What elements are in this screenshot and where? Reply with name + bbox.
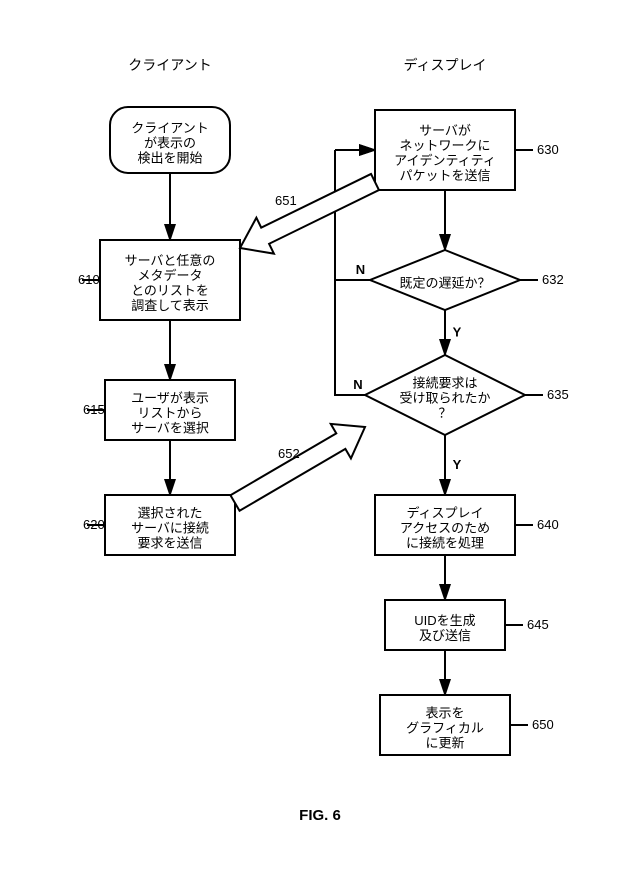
svg-text:サーバを選択: サーバを選択	[131, 420, 209, 435]
svg-text:UIDを生成: UIDを生成	[414, 613, 475, 628]
svg-text:検出を開始: 検出を開始	[137, 150, 202, 165]
svg-text:615: 615	[83, 402, 105, 417]
svg-text:リストから: リストから	[137, 405, 202, 420]
svg-text:パケットを送信: パケットを送信	[399, 168, 490, 183]
svg-text:クライアント: クライアント	[131, 120, 208, 135]
svg-text:要求を送信: 要求を送信	[137, 535, 202, 550]
svg-text:610: 610	[78, 272, 100, 287]
svg-text:Y: Y	[453, 325, 462, 340]
svg-text:サーバと任意の: サーバと任意の	[125, 253, 216, 268]
svg-text:ディスプレイ: ディスプレイ	[403, 57, 486, 73]
svg-text:640: 640	[537, 517, 559, 532]
svg-text:アイデンティティ: アイデンティティ	[394, 153, 496, 168]
svg-text:Y: Y	[453, 457, 462, 472]
svg-text:632: 632	[542, 272, 564, 287]
svg-text:ディスプレイ: ディスプレイ	[406, 505, 483, 520]
svg-text:N: N	[353, 377, 362, 392]
svg-text:とのリストを: とのリストを	[131, 283, 209, 298]
svg-text:645: 645	[527, 617, 549, 632]
svg-text:FIG. 6: FIG. 6	[299, 807, 341, 824]
svg-text:652: 652	[278, 446, 300, 461]
svg-text:651: 651	[275, 193, 297, 208]
svg-text:630: 630	[537, 142, 559, 157]
svg-text:アクセスのため: アクセスのため	[400, 520, 490, 535]
svg-text:受け取られたか: 受け取られたか	[399, 390, 490, 405]
svg-text:？: ？	[438, 405, 451, 420]
svg-text:に接続を処理: に接続を処理	[406, 535, 484, 550]
svg-text:メタデータ: メタデータ	[137, 268, 202, 283]
svg-text:サーバが: サーバが	[419, 123, 471, 138]
svg-text:選択された: 選択された	[137, 505, 202, 520]
svg-text:に更新: に更新	[425, 735, 464, 750]
flowchart-diagram: クライアントディスプレイNNYYクライアントが表示の検出を開始サーバと任意のメタ…	[0, 0, 640, 870]
svg-text:調査して表示: 調査して表示	[131, 298, 209, 313]
svg-text:サーバに接続: サーバに接続	[131, 520, 209, 535]
svg-text:が表示の: が表示の	[144, 135, 196, 150]
svg-text:635: 635	[547, 387, 569, 402]
svg-text:620: 620	[83, 517, 105, 532]
svg-text:接続要求は: 接続要求は	[412, 375, 477, 390]
svg-text:650: 650	[532, 717, 554, 732]
svg-text:N: N	[356, 262, 365, 277]
svg-text:グラフィカル: グラフィカル	[406, 720, 484, 735]
svg-text:及び送信: 及び送信	[419, 628, 471, 643]
svg-text:表示を: 表示を	[425, 705, 464, 720]
svg-text:クライアント: クライアント	[128, 57, 211, 73]
svg-text:ネットワークに: ネットワークに	[399, 138, 490, 153]
svg-text:既定の遅延か？: 既定の遅延か？	[399, 275, 490, 290]
svg-text:ユーザが表示: ユーザが表示	[131, 390, 209, 405]
